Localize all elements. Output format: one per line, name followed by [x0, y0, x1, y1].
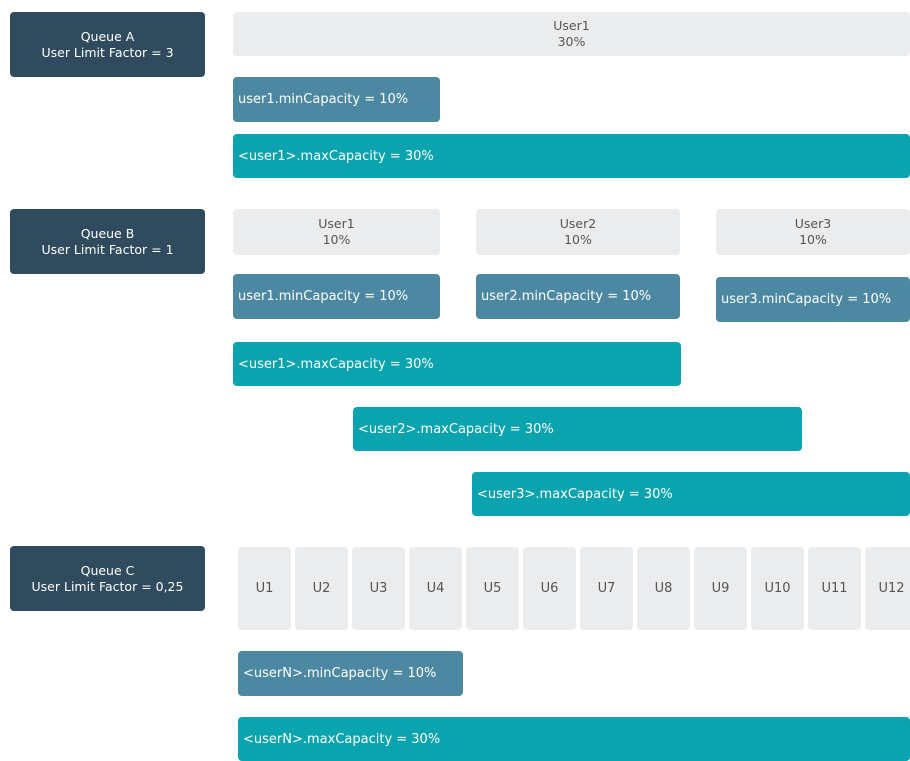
user-box: U4 — [409, 547, 462, 630]
user-share: 10% — [564, 232, 592, 247]
max-capacity-bar: <userN>.maxCapacity = 30% — [238, 717, 910, 761]
min-capacity-label: user1.minCapacity = 10% — [238, 289, 409, 304]
user-box: U11 — [808, 547, 861, 630]
user-share: 30% — [557, 34, 586, 49]
user-name: User1 — [318, 216, 355, 231]
min-capacity-bar: user2.minCapacity = 10% — [476, 274, 680, 319]
min-capacity-bar: <userN>.minCapacity = 10% — [238, 651, 463, 696]
user-name: U5 — [483, 580, 502, 596]
max-capacity-bar: <user1>.maxCapacity = 30% — [233, 134, 910, 178]
user-name: U11 — [821, 580, 848, 596]
user-share: 10% — [799, 232, 827, 247]
user-limit-factor: User Limit Factor = 3 — [41, 44, 174, 60]
user-box: U9 — [694, 547, 747, 630]
user-box: User1 30% — [233, 12, 910, 56]
user-name: U2 — [312, 580, 331, 596]
user-name: U4 — [426, 580, 445, 596]
min-capacity-label: <userN>.minCapacity = 10% — [243, 666, 437, 681]
user-name: U3 — [369, 580, 388, 596]
user-name: User1 — [553, 18, 590, 33]
user-box: U8 — [637, 547, 690, 630]
max-capacity-label: <user1>.maxCapacity = 30% — [238, 356, 434, 372]
user-name: U6 — [540, 580, 559, 596]
user-box: User3 10% — [716, 209, 910, 255]
min-capacity-label: user3.minCapacity = 10% — [721, 292, 892, 307]
queue-name: Queue B — [80, 225, 135, 241]
user-box: User1 10% — [233, 209, 440, 255]
max-capacity-bar: <user1>.maxCapacity = 30% — [233, 342, 681, 386]
user-box: U5 — [466, 547, 519, 630]
user-name: U7 — [597, 580, 616, 596]
user-box: U2 — [295, 547, 348, 630]
user-box: User2 10% — [476, 209, 680, 255]
max-capacity-label: <userN>.maxCapacity = 30% — [243, 731, 441, 747]
user-box: U12 — [865, 547, 910, 630]
min-capacity-label: user2.minCapacity = 10% — [481, 289, 652, 304]
queue-name: Queue C — [80, 562, 135, 578]
user-name: U8 — [654, 580, 673, 596]
user-name: User2 — [559, 216, 597, 231]
user-limit-factor: User Limit Factor = 0,25 — [31, 578, 184, 594]
user-box: U6 — [523, 547, 576, 630]
user-name: U10 — [764, 580, 791, 596]
min-capacity-bar: user3.minCapacity = 10% — [716, 277, 910, 322]
user-name: U9 — [711, 580, 730, 596]
user-box: U7 — [580, 547, 633, 630]
min-capacity-bar: user1.minCapacity = 10% — [233, 77, 440, 122]
user-name: U12 — [878, 580, 905, 596]
user-limit-factor: User Limit Factor = 1 — [41, 241, 174, 257]
min-capacity-label: user1.minCapacity = 10% — [238, 92, 409, 107]
queue-box: Queue A User Limit Factor = 3 — [10, 12, 205, 77]
user-name: U1 — [255, 580, 274, 596]
max-capacity-label: <user1>.maxCapacity = 30% — [238, 148, 434, 164]
user-box: U1 — [238, 547, 291, 630]
user-box: U3 — [352, 547, 405, 630]
min-capacity-bar: user1.minCapacity = 10% — [233, 274, 440, 319]
queue-name: Queue A — [80, 28, 135, 44]
queue-box: Queue C User Limit Factor = 0,25 — [10, 546, 205, 611]
max-capacity-bar: <user2>.maxCapacity = 30% — [353, 407, 802, 451]
max-capacity-bar: <user3>.maxCapacity = 30% — [472, 472, 910, 516]
user-box: U10 — [751, 547, 804, 630]
user-name: User3 — [794, 216, 832, 231]
user-share: 10% — [322, 232, 351, 247]
queue-box: Queue B User Limit Factor = 1 — [10, 209, 205, 274]
max-capacity-label: <user2>.maxCapacity = 30% — [358, 421, 554, 437]
max-capacity-label: <user3>.maxCapacity = 30% — [477, 486, 673, 502]
